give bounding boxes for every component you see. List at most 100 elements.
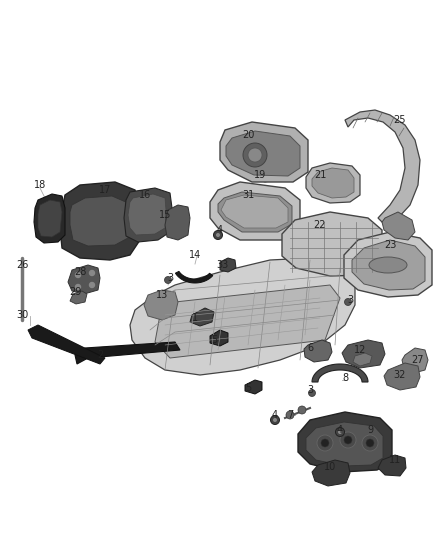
Polygon shape xyxy=(221,195,288,228)
Polygon shape xyxy=(226,131,300,176)
Polygon shape xyxy=(34,194,65,243)
Circle shape xyxy=(165,277,172,284)
Polygon shape xyxy=(378,455,406,476)
Polygon shape xyxy=(68,265,100,294)
Polygon shape xyxy=(245,380,262,394)
Circle shape xyxy=(75,285,81,289)
Text: 27: 27 xyxy=(412,355,424,365)
Text: 4: 4 xyxy=(272,410,278,420)
Polygon shape xyxy=(210,182,300,240)
Polygon shape xyxy=(124,188,172,242)
Circle shape xyxy=(344,436,352,444)
Polygon shape xyxy=(306,422,383,466)
Text: 21: 21 xyxy=(314,170,326,180)
Text: 19: 19 xyxy=(254,170,266,180)
Circle shape xyxy=(75,272,81,278)
Text: 31: 31 xyxy=(242,190,254,200)
Polygon shape xyxy=(353,353,372,366)
Text: 12: 12 xyxy=(354,345,366,355)
Text: 1: 1 xyxy=(192,313,198,323)
Polygon shape xyxy=(70,291,87,304)
Circle shape xyxy=(271,416,279,424)
Polygon shape xyxy=(130,258,355,375)
Text: 23: 23 xyxy=(384,240,396,250)
Circle shape xyxy=(362,435,378,451)
Polygon shape xyxy=(312,168,354,198)
Text: 30: 30 xyxy=(16,310,28,320)
Text: 33: 33 xyxy=(216,260,228,270)
Text: 8: 8 xyxy=(342,373,348,383)
Text: 7: 7 xyxy=(287,410,293,420)
Text: 14: 14 xyxy=(189,250,201,260)
Polygon shape xyxy=(70,196,130,246)
Polygon shape xyxy=(402,348,428,373)
Circle shape xyxy=(298,406,306,414)
Circle shape xyxy=(286,411,294,419)
Text: 29: 29 xyxy=(69,287,81,297)
Polygon shape xyxy=(218,192,292,232)
Polygon shape xyxy=(165,205,190,240)
Polygon shape xyxy=(352,240,425,290)
Circle shape xyxy=(89,271,95,276)
Circle shape xyxy=(345,298,352,305)
Polygon shape xyxy=(128,194,166,235)
Polygon shape xyxy=(298,412,392,472)
Text: 17: 17 xyxy=(99,185,111,195)
Polygon shape xyxy=(60,182,140,260)
Circle shape xyxy=(243,143,267,167)
Polygon shape xyxy=(306,163,360,203)
Polygon shape xyxy=(384,363,420,390)
Polygon shape xyxy=(238,168,255,177)
Text: 16: 16 xyxy=(139,190,151,200)
Text: 9: 9 xyxy=(367,425,373,435)
Polygon shape xyxy=(382,212,415,240)
Polygon shape xyxy=(345,110,420,225)
Circle shape xyxy=(336,427,345,437)
Text: 2: 2 xyxy=(97,350,103,360)
Polygon shape xyxy=(220,122,308,182)
Polygon shape xyxy=(190,308,214,326)
Circle shape xyxy=(248,148,262,162)
Polygon shape xyxy=(28,325,105,364)
Circle shape xyxy=(273,418,277,422)
Text: 20: 20 xyxy=(242,130,254,140)
Text: 22: 22 xyxy=(314,220,326,230)
Text: 3: 3 xyxy=(347,295,353,305)
Polygon shape xyxy=(210,330,228,346)
Circle shape xyxy=(89,282,95,287)
Polygon shape xyxy=(75,342,180,364)
Text: 25: 25 xyxy=(394,115,406,125)
Text: 15: 15 xyxy=(159,210,171,220)
Text: 5: 5 xyxy=(211,335,217,345)
Text: 4: 4 xyxy=(217,225,223,235)
Circle shape xyxy=(366,439,374,447)
Polygon shape xyxy=(304,340,332,362)
Text: 26: 26 xyxy=(16,260,28,270)
Ellipse shape xyxy=(369,257,407,273)
Polygon shape xyxy=(312,364,368,382)
Text: 4: 4 xyxy=(337,425,343,435)
Text: 18: 18 xyxy=(34,180,46,190)
Text: 10: 10 xyxy=(324,462,336,472)
Polygon shape xyxy=(220,258,236,272)
Circle shape xyxy=(340,432,356,448)
Polygon shape xyxy=(175,271,213,283)
Text: 28: 28 xyxy=(74,267,86,277)
Text: 6: 6 xyxy=(307,343,313,353)
Circle shape xyxy=(308,390,315,397)
Text: 13: 13 xyxy=(156,290,168,300)
Polygon shape xyxy=(144,290,178,320)
Text: 3: 3 xyxy=(307,385,313,395)
Circle shape xyxy=(216,233,220,237)
Polygon shape xyxy=(342,340,385,368)
Text: 32: 32 xyxy=(394,370,406,380)
Polygon shape xyxy=(344,232,432,297)
Text: 11: 11 xyxy=(389,455,401,465)
Circle shape xyxy=(321,439,329,447)
Polygon shape xyxy=(312,460,350,486)
Text: 5: 5 xyxy=(245,383,251,393)
Circle shape xyxy=(338,430,342,434)
Polygon shape xyxy=(38,200,62,237)
Polygon shape xyxy=(282,212,382,276)
Circle shape xyxy=(213,230,223,239)
